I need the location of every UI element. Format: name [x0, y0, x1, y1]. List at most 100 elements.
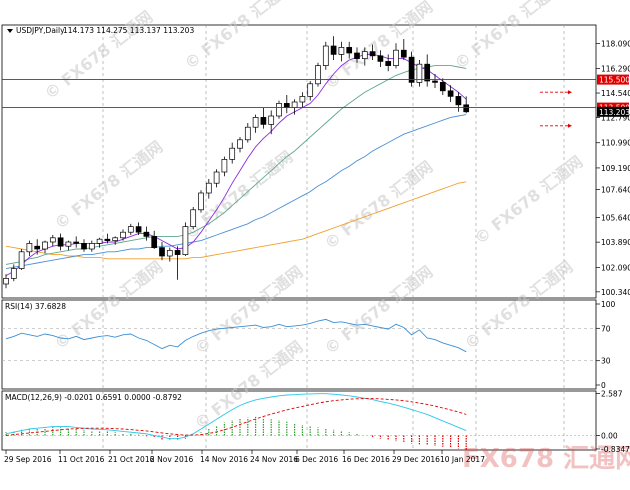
main-y-tick-label-9: 102.090 — [601, 263, 630, 272]
candle-body-55 — [432, 80, 438, 83]
candle-body-2 — [18, 251, 25, 269]
candle-body-51 — [400, 49, 407, 58]
main-y-tick-label-7: 105.640 — [601, 214, 630, 223]
candle-body-36 — [283, 103, 290, 108]
candle-body-32 — [252, 117, 259, 128]
candle-body-35 — [276, 103, 282, 117]
rsi-y-tick-label-1: 70 — [601, 324, 611, 333]
candle-body-54 — [424, 63, 431, 82]
ma-orange-line — [5, 181, 467, 260]
rsi-title: RSI(14) 37.6828 — [5, 302, 66, 311]
candle-body-44 — [346, 47, 353, 54]
main-panel-frame — [1, 24, 597, 299]
candle-body-22 — [174, 250, 181, 255]
dashed-arrow-head-1 — [568, 123, 572, 128]
candle-body-15 — [120, 231, 126, 239]
candle-body-53 — [416, 63, 423, 83]
candle-body-31 — [244, 126, 251, 141]
main-y-tick-label-3: 112.790 — [601, 114, 630, 123]
current-price-box — [597, 106, 629, 117]
x-label-8: 29 Dec 2016 — [392, 455, 440, 464]
rsi-y-tick-label-2: 30 — [601, 357, 611, 366]
macd-y-tick-label-2: -0.8347 — [601, 445, 630, 454]
candle-body-41 — [322, 45, 329, 66]
candle-body-56 — [439, 82, 446, 92]
candle-body-0 — [3, 278, 9, 285]
candle-body-48 — [377, 55, 384, 62]
candle-body-50 — [393, 49, 399, 66]
main-y-tick-label-1: 116.290 — [601, 65, 630, 74]
candle-body-13 — [104, 238, 111, 241]
candle-body-11 — [88, 243, 95, 250]
candle-body-6 — [49, 237, 56, 243]
instrument-title: USDJPY,Daily — [16, 26, 65, 35]
macd-layer — [5, 393, 467, 450]
candle-body-38 — [299, 96, 306, 103]
candle-body-37 — [291, 101, 298, 108]
macd-y-tick-label-1: 0.00 — [601, 431, 618, 440]
rsi-y-tick-label-3: 0 — [601, 381, 606, 390]
candle-body-30 — [237, 139, 243, 149]
x-label-5: 24 Nov 2016 — [250, 455, 298, 464]
rsi-line — [5, 318, 467, 353]
ma-blue-line — [5, 114, 467, 270]
candle-body-46 — [361, 51, 368, 59]
macd-title: MACD(12,26,9) -0.0201 0.6591 0.0000 -0.8… — [5, 393, 182, 402]
candle-body-52 — [408, 56, 415, 83]
current-price-label: 113.203 — [599, 108, 630, 117]
candle-body-10 — [81, 243, 87, 250]
candle-body-16 — [127, 226, 134, 233]
candle-body-12 — [96, 238, 103, 244]
candle-body-25 — [198, 192, 204, 211]
axis-layer: 118.090 116.290 114.540 112.790 110.990 109.1… — [596, 39, 630, 454]
candle-body-59 — [463, 104, 470, 113]
candles-layer — [3, 36, 470, 289]
candle-body-42 — [330, 45, 337, 55]
x-label-9: 10 Jan 2017 — [440, 455, 485, 464]
x-label-6: 6 Dec 2016 — [295, 455, 338, 464]
x-label-4: 14 Nov 2016 — [200, 455, 248, 464]
candle-body-57 — [447, 90, 454, 97]
main-y-tick-label-10: 100.340 — [601, 288, 630, 297]
candle-body-49 — [385, 61, 392, 66]
candle-body-39 — [307, 83, 314, 97]
candle-body-20 — [159, 247, 165, 257]
candle-body-7 — [57, 237, 64, 247]
candle-body-28 — [221, 159, 228, 173]
candle-body-45 — [354, 52, 360, 59]
main-y-tick-label-2: 114.540 — [601, 89, 630, 98]
candle-body-24 — [190, 209, 197, 227]
main-y-tick-label-6: 107.640 — [601, 186, 630, 195]
x-label-1: 11 Oct 2016 — [58, 455, 105, 464]
hline-label-box-0 — [597, 74, 629, 85]
candle-body-29 — [229, 147, 236, 160]
candle-body-47 — [369, 51, 376, 57]
candle-body-58 — [455, 96, 462, 106]
rsi-panel-frame — [1, 299, 597, 390]
candle-body-26 — [205, 182, 212, 194]
candle-body-34 — [268, 115, 275, 125]
hline-label-0: 115.500 — [599, 76, 630, 85]
x-label-7: 16 Dec 2016 — [342, 455, 390, 464]
x-label-2: 21 Oct 2016 — [108, 455, 155, 464]
main-y-tick-label-0: 118.090 — [601, 39, 630, 48]
dashed-arrow-head-0 — [568, 90, 572, 95]
x-label-3: 2 Nov 2016 — [150, 455, 193, 464]
candle-body-3 — [26, 243, 33, 253]
candle-body-40 — [315, 65, 321, 85]
candle-body-18 — [143, 231, 150, 237]
rsi-layer — [5, 318, 467, 353]
candle-body-19 — [151, 236, 158, 248]
title-dropdown-icon[interactable] — [7, 29, 13, 33]
candle-body-8 — [65, 241, 72, 247]
candle-body-23 — [182, 226, 189, 255]
watermark-logo: FX678 汇通网 — [462, 444, 630, 474]
candle-body-4 — [34, 245, 41, 250]
candle-body-9 — [73, 241, 80, 244]
candle-body-43 — [338, 47, 345, 55]
candle-body-27 — [213, 171, 220, 184]
macd-y-tick-label-0: 2.587 — [601, 390, 623, 399]
x-label-0: 29 Sep 2016 — [4, 455, 52, 464]
candle-body-1 — [10, 268, 17, 279]
